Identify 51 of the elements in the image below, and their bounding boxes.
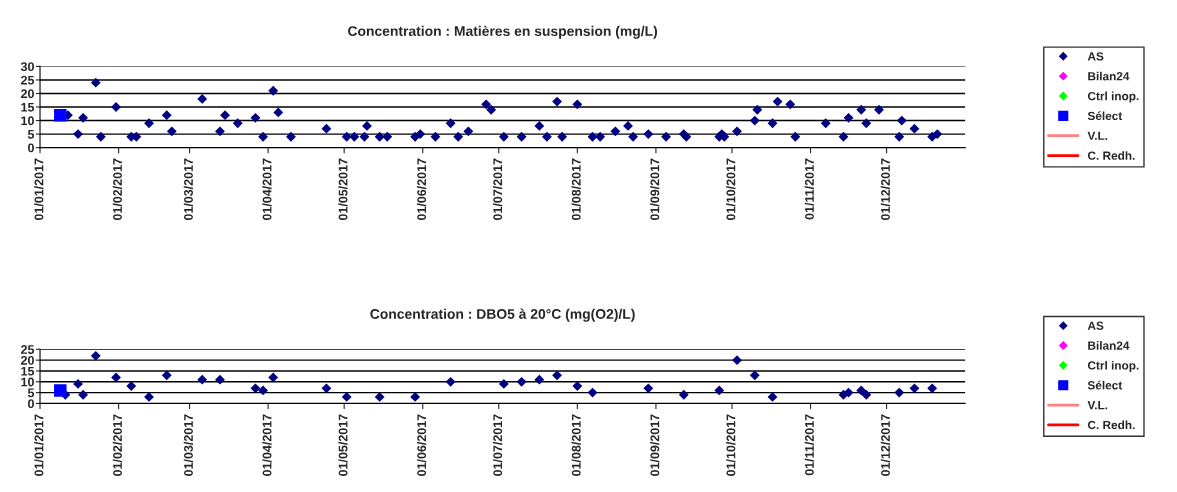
legend-label: AS [1087, 52, 1104, 61]
x-tick-label: 01/08/2017 [571, 158, 581, 221]
y-tick-label: 25 [20, 345, 35, 354]
y-tick-label: 20 [20, 355, 34, 365]
legend-label: Ctrl inop. [1087, 91, 1139, 103]
x-tick-label: 01/07/2017 [492, 414, 503, 476]
x-tick-label: 01/08/2017 [571, 414, 581, 476]
x-tick-label: 01/02/2017 [112, 158, 123, 221]
y-tick-label: 0 [28, 399, 34, 409]
y-tick-label: 0 [28, 143, 34, 153]
x-tick-label: 01/11/2017 [804, 414, 815, 476]
legend-label: AS [1087, 321, 1104, 330]
y-tick-label: 20 [20, 89, 34, 99]
x-tick-label: 01/03/2017 [183, 414, 194, 476]
legend-label: Ctrl inop. [1087, 360, 1139, 372]
legend-label: V.L. [1087, 401, 1108, 410]
legend-label: C. Redh. [1087, 151, 1135, 160]
x-tick-label: 01/01/2017 [34, 158, 44, 221]
y-tick-label: 15 [21, 102, 35, 112]
y-tick-label: 5 [27, 388, 35, 398]
x-tick-label: 01/02/2017 [112, 414, 123, 476]
x-tick-label: 01/10/2017 [726, 158, 736, 221]
legend-label: Bilan24 [1088, 71, 1130, 81]
chart-title: Concentration : DBO5 à 20°C (mg(O2)/L) [370, 308, 635, 322]
x-tick-label: 01/07/2017 [492, 158, 503, 221]
x-tick-label: 01/03/2017 [183, 158, 194, 221]
x-tick-label: 01/09/2017 [650, 158, 660, 221]
y-tick-label: 5 [27, 130, 35, 139]
x-tick-label: 01/12/2017 [880, 158, 891, 221]
y-tick-label: 25 [20, 75, 35, 85]
x-tick-label: 01/09/2017 [650, 414, 660, 476]
chart-title: Concentration : Matières en suspension (mg/L) [348, 25, 658, 39]
x-tick-label: 01/10/2017 [726, 414, 736, 476]
x-tick-label: 01/06/2017 [416, 158, 427, 221]
legend-label: Bilan24 [1088, 341, 1130, 350]
x-tick-label: 01/04/2017 [262, 158, 272, 221]
legend-label: Sélect [1087, 380, 1123, 390]
y-tick-label: 30 [20, 62, 34, 72]
legend-label: V.L. [1087, 131, 1108, 140]
x-tick-label: 01/11/2017 [804, 158, 815, 220]
legend-label: Sélect [1087, 111, 1123, 121]
x-tick-label: 01/04/2017 [262, 414, 272, 476]
x-tick-label: 01/05/2017 [338, 414, 348, 476]
x-tick-label: 01/12/2017 [880, 414, 891, 476]
y-tick-label: 15 [21, 366, 35, 376]
legend-label: C. Redh. [1087, 420, 1135, 430]
y-tick-label: 10 [21, 377, 34, 387]
x-tick-label: 01/01/2017 [34, 414, 44, 476]
x-tick-label: 01/05/2017 [338, 158, 348, 221]
y-tick-label: 10 [21, 116, 34, 126]
x-tick-label: 01/06/2017 [416, 414, 427, 476]
